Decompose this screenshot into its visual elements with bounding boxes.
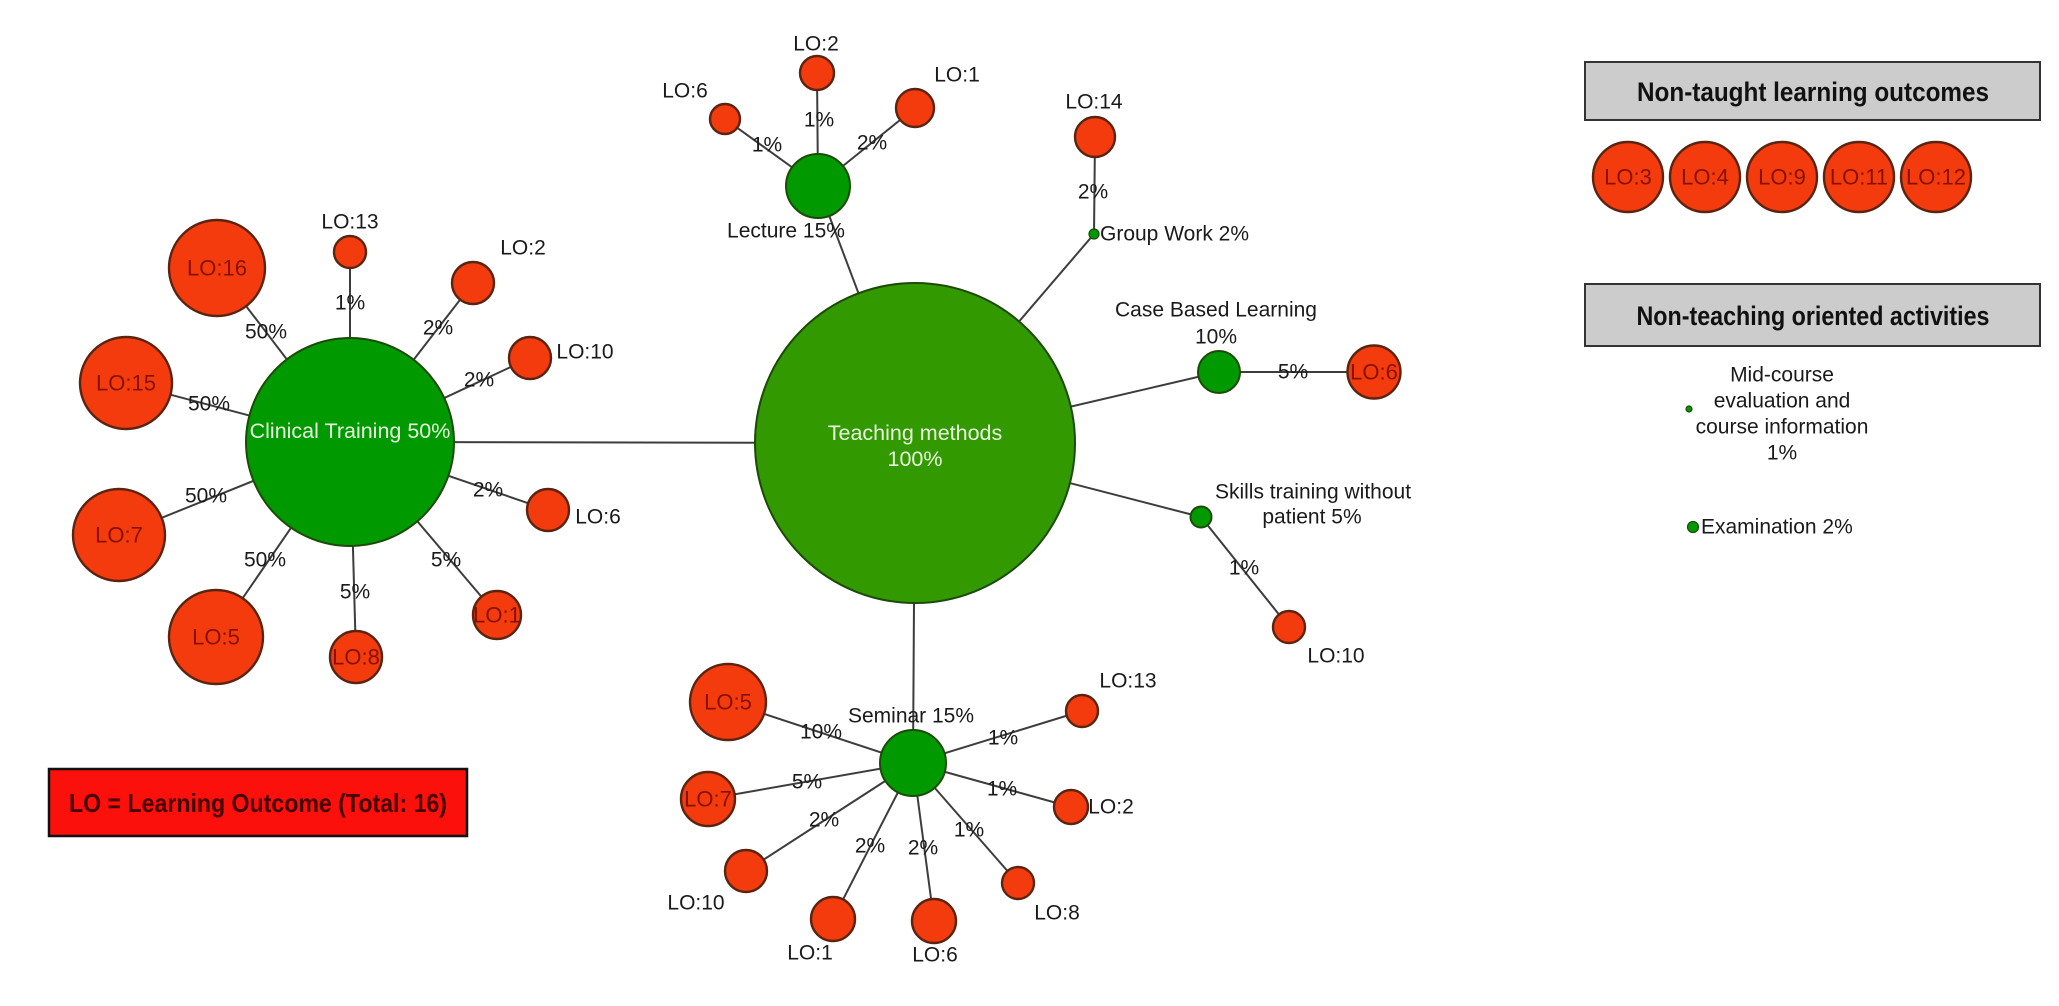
svg-text:Examination 2%: Examination 2% [1701, 516, 1853, 539]
svg-text:LO:6: LO:6 [662, 80, 708, 103]
svg-text:Teaching methods: Teaching methods [828, 421, 1003, 445]
svg-text:Mid-course: Mid-course [1730, 364, 1834, 387]
svg-text:patient 5%: patient 5% [1262, 506, 1361, 529]
svg-text:LO:8: LO:8 [1034, 902, 1080, 925]
svg-text:1%: 1% [1767, 442, 1797, 465]
svg-text:LO:15: LO:15 [96, 371, 156, 396]
svg-text:1%: 1% [752, 134, 782, 157]
svg-text:5%: 5% [340, 581, 370, 604]
svg-text:Clinical Training 50%: Clinical Training 50% [250, 419, 451, 443]
svg-text:LO:10: LO:10 [556, 341, 613, 364]
svg-text:5%: 5% [1278, 361, 1308, 384]
svg-text:LO:10: LO:10 [667, 892, 724, 915]
svg-text:LO:5: LO:5 [704, 690, 752, 715]
svg-text:1%: 1% [988, 727, 1018, 750]
svg-text:LO:6: LO:6 [912, 944, 958, 967]
svg-text:course information: course information [1696, 416, 1869, 439]
svg-text:50%: 50% [188, 393, 230, 416]
svg-text:10%: 10% [1195, 326, 1237, 349]
svg-text:1%: 1% [954, 819, 984, 842]
svg-text:LO = Learning Outcome (Total:: LO = Learning Outcome (Total: 16) [69, 788, 447, 818]
svg-text:2%: 2% [809, 809, 839, 832]
svg-text:Group Work 2%: Group Work 2% [1100, 223, 1249, 246]
svg-text:50%: 50% [245, 321, 287, 344]
svg-text:50%: 50% [244, 549, 286, 572]
svg-text:LO:8: LO:8 [332, 645, 380, 670]
svg-text:evaluation and: evaluation and [1714, 390, 1851, 413]
svg-text:LO:2: LO:2 [793, 33, 839, 56]
svg-text:LO:7: LO:7 [95, 523, 143, 548]
svg-text:2%: 2% [423, 317, 453, 340]
svg-text:10%: 10% [800, 721, 842, 744]
svg-text:1%: 1% [804, 109, 834, 132]
svg-text:2%: 2% [1078, 181, 1108, 204]
svg-text:2%: 2% [473, 479, 503, 502]
svg-text:LO:6: LO:6 [1350, 360, 1398, 385]
svg-text:5%: 5% [431, 549, 461, 572]
svg-text:Skills training without: Skills training without [1215, 481, 1411, 504]
svg-text:LO:12: LO:12 [1906, 165, 1966, 190]
svg-text:LO:13: LO:13 [1099, 670, 1156, 693]
svg-text:1%: 1% [335, 292, 365, 315]
svg-text:2%: 2% [857, 132, 887, 155]
svg-text:Seminar 15%: Seminar 15% [848, 705, 974, 728]
svg-text:LO:4: LO:4 [1681, 165, 1729, 190]
svg-text:LO:2: LO:2 [1088, 796, 1134, 819]
svg-text:LO:1: LO:1 [787, 942, 833, 965]
svg-text:2%: 2% [855, 835, 885, 858]
svg-text:5%: 5% [792, 771, 822, 794]
svg-text:LO:13: LO:13 [321, 211, 378, 234]
svg-text:Non-teaching oriented activiti: Non-teaching oriented activities [1637, 301, 1990, 331]
svg-text:LO:10: LO:10 [1307, 645, 1364, 668]
svg-text:LO:1: LO:1 [934, 64, 980, 87]
svg-text:LO:6: LO:6 [575, 506, 621, 529]
svg-text:LO:5: LO:5 [192, 625, 240, 650]
svg-text:LO:11: LO:11 [1830, 165, 1888, 190]
svg-text:LO:14: LO:14 [1065, 91, 1123, 114]
svg-text:LO:1: LO:1 [473, 603, 521, 628]
svg-text:LO:9: LO:9 [1758, 165, 1806, 190]
svg-text:2%: 2% [464, 369, 494, 392]
svg-text:Non-taught learning outcomes: Non-taught learning outcomes [1637, 77, 1989, 107]
svg-text:Lecture 15%: Lecture 15% [727, 220, 845, 243]
svg-text:LO:2: LO:2 [500, 237, 546, 260]
svg-text:1%: 1% [1229, 557, 1259, 580]
svg-text:1%: 1% [987, 778, 1017, 801]
svg-text:LO:3: LO:3 [1604, 165, 1652, 190]
svg-text:LO:16: LO:16 [187, 256, 247, 281]
svg-text:50%: 50% [185, 485, 227, 508]
svg-text:100%: 100% [888, 447, 943, 471]
svg-text:Case Based Learning: Case Based Learning [1115, 299, 1317, 322]
svg-text:LO:7: LO:7 [684, 787, 732, 812]
svg-text:2%: 2% [908, 837, 938, 860]
